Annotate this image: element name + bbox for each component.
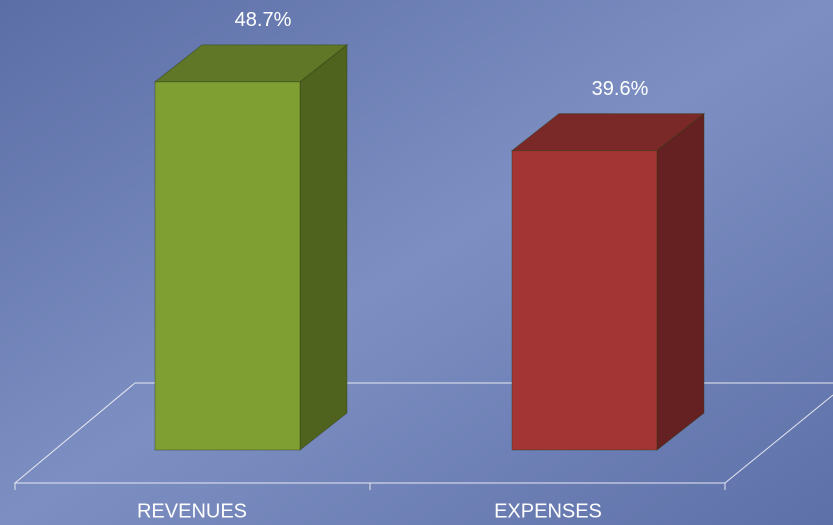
data-label: 48.7%	[235, 9, 292, 31]
data-label: 39.6%	[592, 78, 649, 100]
x-tick-label: EXPENSES	[494, 500, 602, 522]
bar	[154, 81, 301, 451]
x-tick-label: REVENUES	[137, 500, 247, 522]
bar	[511, 150, 658, 451]
bar-side	[299, 43, 348, 452]
bar-side	[656, 112, 705, 452]
